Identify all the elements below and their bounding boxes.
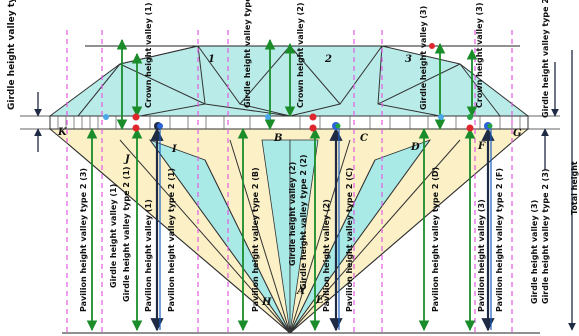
girdle-dots bbox=[103, 43, 493, 132]
number-3: 3 bbox=[405, 54, 412, 65]
label-pav-type2-F: Pavilion height valley type 2 (F) bbox=[495, 168, 504, 312]
label-pav-type2-3: Pavilion height valley type 2 (3) bbox=[79, 168, 88, 312]
label-girdle-1: Girdle height valley (1) bbox=[109, 184, 118, 288]
point-H: H bbox=[261, 297, 272, 308]
label-pav-type2-D: Pavilion height valley type 2 (D) bbox=[431, 167, 440, 312]
label-girdle-type2-2-mid: Girdle height valley type 2 (2) bbox=[299, 154, 308, 290]
label-girdle-3-top: Girdle height valley (3) bbox=[419, 6, 428, 110]
point-I: I bbox=[171, 144, 177, 155]
point-J: J bbox=[123, 154, 131, 165]
label-girdle-3-right: Girdle height valley (3) bbox=[530, 200, 539, 304]
point-C: C bbox=[360, 133, 368, 144]
label-total-height: Total height bbox=[570, 161, 579, 215]
label-girdle-type2-1b: Girdle height valley type 2 (1) bbox=[122, 166, 131, 302]
label-crown-2: Crown height valley (2) bbox=[296, 3, 305, 108]
point-G: G bbox=[513, 128, 522, 139]
point-F: F bbox=[477, 141, 486, 152]
label-crown-1: Crown height valley (1) bbox=[144, 3, 153, 108]
label-girdle-type2-1: Girdle height valley type 2 (1) bbox=[7, 0, 17, 110]
label-girdle-type2-3b: Girdle height valley type 2 (3) bbox=[541, 168, 550, 304]
girdle-ticks bbox=[57, 116, 521, 129]
label-girdle-2: Girdle height valley (2) bbox=[288, 162, 297, 266]
label-pav-3: Pavilion height valley (3) bbox=[477, 199, 486, 312]
label-crown-3: Crown height valley (3) bbox=[475, 3, 484, 108]
label-pav-type2-1: Pavilion height valley type 2 (1) bbox=[167, 168, 176, 312]
number-2: 2 bbox=[324, 54, 332, 65]
label-pav-type2-C: Pavilion height valley type 2 (C) bbox=[345, 168, 354, 312]
point-D: D bbox=[410, 142, 420, 153]
label-pav-type2-B: Pavilion height valley type 2 (B) bbox=[251, 167, 260, 312]
label-girdle-type2-3-right: Girdle height valley type 2 (3) bbox=[541, 0, 550, 118]
point-E: E bbox=[315, 295, 324, 306]
point-K: K bbox=[57, 127, 68, 138]
point-B: B bbox=[273, 133, 282, 144]
label-pav-1: Pavilion height valley (1) bbox=[144, 199, 153, 312]
label-girdle-type2-2-top: Girdle height valley type 2 (2) bbox=[243, 0, 252, 108]
point-A: A bbox=[296, 286, 305, 297]
number-1: 1 bbox=[208, 54, 215, 65]
label-pav-2: Pavilion height valley (2) bbox=[322, 199, 331, 312]
